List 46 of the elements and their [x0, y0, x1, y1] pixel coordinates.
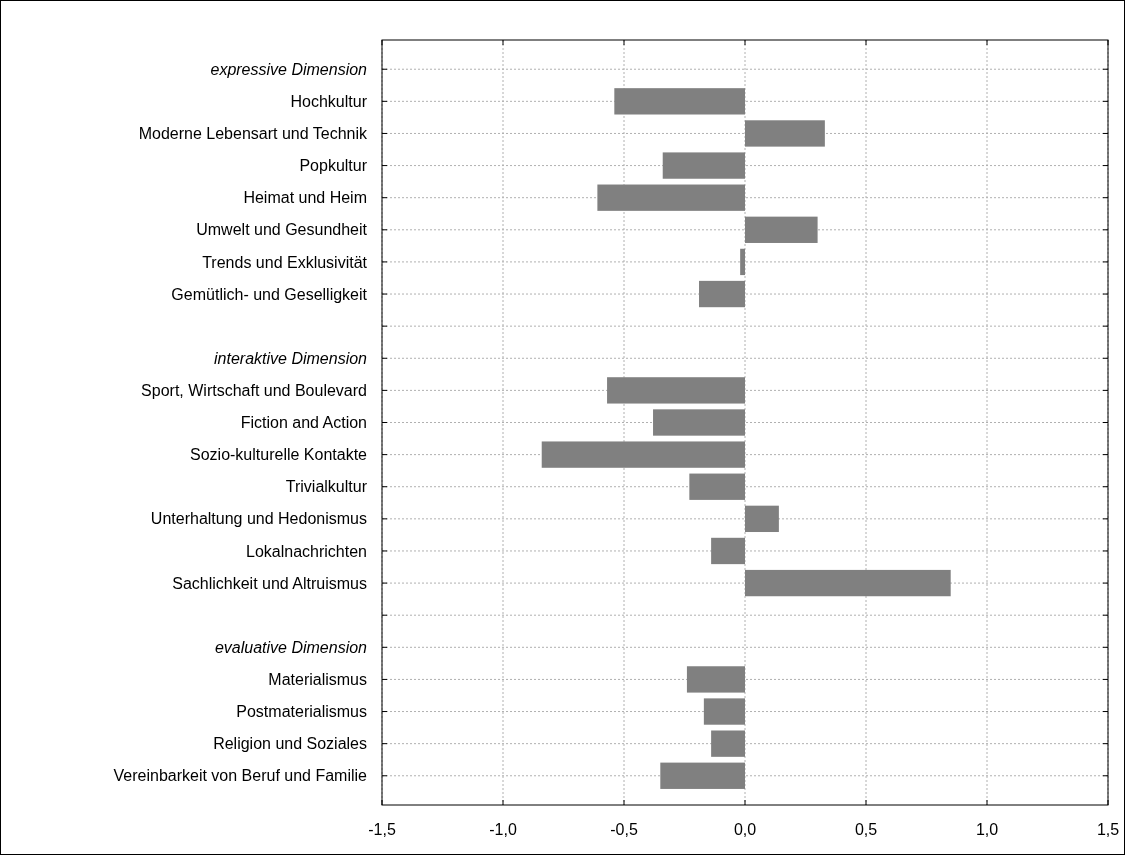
- bar: [703, 698, 745, 725]
- y-tick-label: Moderne Lebensart und Technik: [138, 125, 368, 143]
- y-tick-label: Heimat und Heim: [243, 189, 367, 207]
- bar: [711, 537, 745, 565]
- y-tick-label: interaktive Dimension: [214, 349, 368, 367]
- y-tick-label: Materialismus: [268, 671, 367, 689]
- x-tick-label: 1,0: [975, 821, 999, 838]
- bar: [699, 280, 745, 308]
- y-tick-label: Unterhaltung und Hedonismus: [150, 510, 367, 528]
- bar: [745, 216, 818, 243]
- bar: [653, 409, 745, 436]
- x-tick-label: 0,0: [733, 821, 757, 838]
- y-tick-label: evaluative Dimension: [214, 638, 368, 656]
- bar: [745, 505, 779, 533]
- y-tick-label: Popkultur: [299, 157, 368, 175]
- x-tick-label: -1,5: [368, 821, 396, 838]
- y-tick-label: Sport, Wirtschaft und Boulevard: [141, 381, 367, 399]
- y-tick-label: Trivialkultur: [285, 478, 368, 496]
- bar: [686, 666, 745, 693]
- y-tick-label: Sachlichkeit und Altruismus: [172, 574, 367, 592]
- y-tick-label: Hochkultur: [290, 92, 368, 110]
- x-tick-label: -0,5: [610, 821, 638, 838]
- x-tick-label: 0,5: [854, 821, 878, 838]
- y-tick-label: Postmaterialismus: [236, 703, 367, 721]
- y-tick-label: Gemütlich- und Geselligkeit: [171, 285, 368, 303]
- bar: [711, 730, 745, 757]
- bar: [614, 88, 745, 115]
- y-tick-label: Vereinbarkeit von Beruf und Familie: [113, 767, 368, 785]
- y-tick-label: Sozio-kulturelle Kontakte: [190, 446, 368, 464]
- bar: [541, 441, 745, 468]
- y-tick-label: Umwelt und Gesundheit: [196, 221, 368, 239]
- y-tick-label: Religion und Soziales: [213, 735, 367, 753]
- y-tick-label: Trends und Exklusivität: [202, 253, 368, 271]
- bar: [689, 473, 745, 500]
- bar: [607, 377, 745, 404]
- bar: [597, 184, 745, 211]
- bar: [660, 762, 745, 789]
- bar: [745, 569, 951, 597]
- y-tick-label: Lokalnachrichten: [246, 542, 367, 560]
- bar: [745, 120, 825, 147]
- x-tick-label: 1,5: [1096, 821, 1120, 838]
- bar: [662, 152, 745, 179]
- bar: [740, 248, 745, 276]
- y-tick-label: expressive Dimension: [210, 60, 368, 78]
- x-tick-label: -1,0: [489, 821, 517, 838]
- y-tick-label: Fiction and Action: [240, 414, 367, 432]
